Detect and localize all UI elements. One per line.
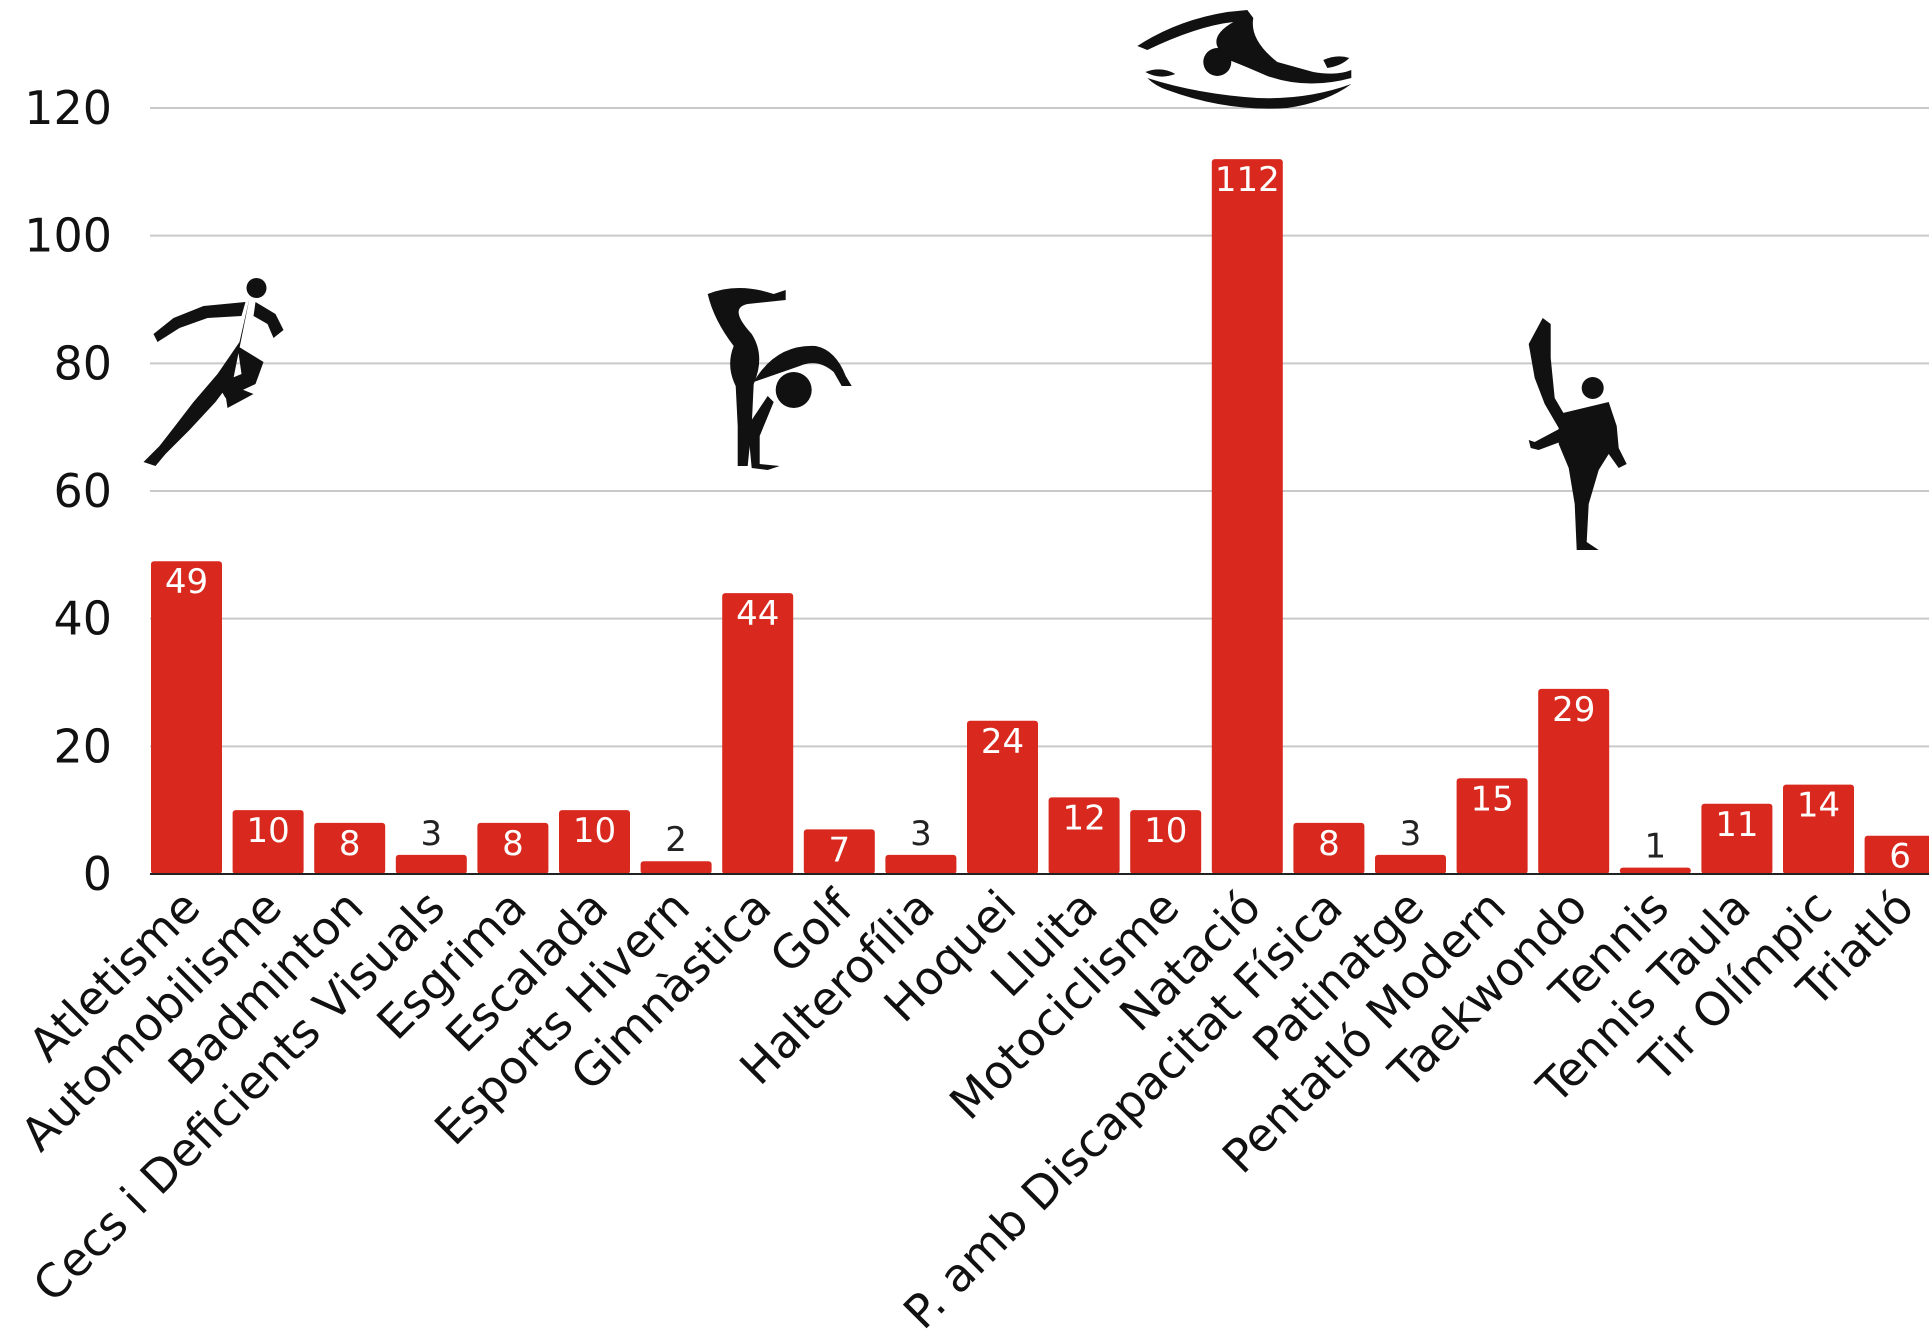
gridlines bbox=[150, 107, 1929, 748]
data-label: 8 bbox=[339, 824, 361, 864]
data-label: 12 bbox=[1062, 798, 1105, 838]
data-label: 112 bbox=[1215, 160, 1280, 200]
data-label: 24 bbox=[981, 722, 1024, 762]
y-tick-label: 20 bbox=[53, 719, 112, 773]
y-tick-label: 0 bbox=[83, 847, 112, 901]
y-tick-label: 80 bbox=[53, 336, 112, 390]
data-label: 15 bbox=[1470, 779, 1513, 819]
data-label: 29 bbox=[1552, 690, 1595, 730]
data-label: 3 bbox=[420, 814, 442, 854]
data-label: 8 bbox=[1318, 824, 1340, 864]
bar-gimnastica bbox=[722, 593, 794, 874]
bar-escalada bbox=[559, 810, 630, 874]
bar-taekwondo bbox=[1538, 688, 1610, 874]
bar-cecs-i-deficients-visuals bbox=[395, 854, 467, 874]
bar-tennis bbox=[1619, 867, 1691, 874]
data-label: 8 bbox=[502, 824, 524, 864]
y-tick-label: 120 bbox=[24, 81, 112, 135]
data-label: 44 bbox=[736, 594, 779, 634]
bar-triatlo bbox=[1864, 835, 1929, 874]
bar-lluita bbox=[1048, 797, 1120, 874]
y-axis-ticks: 0 20 40 60 80 100 120 bbox=[24, 81, 112, 901]
data-label: 2 bbox=[665, 820, 687, 860]
bars bbox=[151, 159, 1929, 875]
taekwondo-icon bbox=[1528, 318, 1627, 550]
bar-automobilisme bbox=[232, 810, 304, 874]
bar-pentatlo-modern bbox=[1456, 778, 1528, 874]
data-label: 14 bbox=[1797, 786, 1840, 826]
y-tick-label: 60 bbox=[53, 464, 112, 518]
swimmer-icon bbox=[1137, 10, 1352, 109]
data-label: 6 bbox=[1889, 837, 1911, 877]
bar-halterofilia bbox=[885, 854, 957, 874]
data-label: 10 bbox=[573, 811, 616, 851]
runner-icon bbox=[143, 278, 284, 466]
bar-esgrima bbox=[477, 822, 549, 874]
bar-atletisme bbox=[151, 561, 222, 874]
data-label: 1 bbox=[1644, 827, 1666, 867]
data-label: 11 bbox=[1715, 805, 1758, 845]
data-label: 49 bbox=[165, 562, 208, 602]
data-label: 3 bbox=[910, 814, 932, 854]
data-label: 3 bbox=[1400, 814, 1422, 854]
sport-icons bbox=[143, 10, 1627, 550]
bar-tir-olimpic bbox=[1783, 784, 1854, 874]
data-label: 10 bbox=[1144, 811, 1187, 851]
bar-natacio bbox=[1211, 159, 1283, 875]
y-tick-label: 40 bbox=[53, 592, 112, 646]
gymnast-icon bbox=[707, 288, 852, 470]
bar-tennis-taula bbox=[1701, 803, 1773, 874]
y-tick-label: 100 bbox=[24, 209, 112, 263]
bar-motociclisme bbox=[1130, 810, 1202, 874]
bar-hoquei bbox=[967, 720, 1038, 874]
data-label: 10 bbox=[246, 811, 289, 851]
data-label: 7 bbox=[828, 830, 850, 870]
bar-patinatge bbox=[1375, 854, 1446, 874]
bar-golf bbox=[803, 829, 875, 874]
bar-p-amb-discapacitat-fisica bbox=[1293, 822, 1365, 874]
bar-badminton bbox=[314, 822, 386, 874]
bar-esports-hivern bbox=[640, 861, 712, 874]
